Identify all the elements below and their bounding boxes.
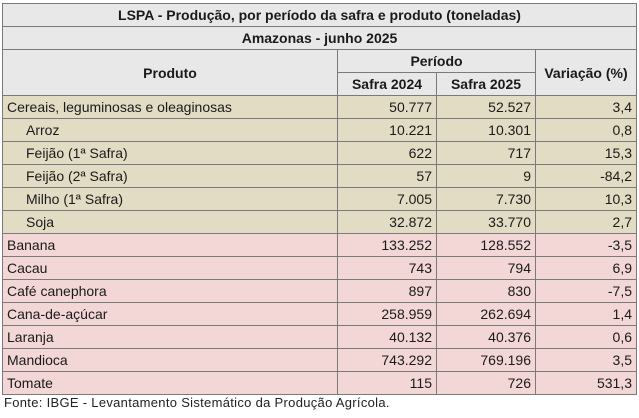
row-variacao: 10,3 (535, 187, 637, 211)
table-row: Cana-de-açúcar 258.959 262.694 1,4 (2, 302, 637, 326)
table-row: Milho (1ª Safra) 7.005 7.730 10,3 (2, 187, 637, 211)
row-safra-2025: 128.552 (436, 233, 536, 257)
row-safra-2025: 830 (436, 279, 536, 303)
row-safra-2024: 133.252 (337, 233, 437, 257)
row-safra-2025: 10.301 (436, 118, 536, 142)
row-variacao: 6,9 (535, 256, 637, 280)
column-header-safra-2025: Safra 2025 (436, 72, 536, 96)
row-produto: Arroz (2, 118, 338, 142)
row-produto: Feijão (1ª Safra) (2, 141, 338, 165)
table-row: Feijão (1ª Safra) 622 717 15,3 (2, 141, 637, 165)
table-title: LSPA - Produção, por período da safra e … (2, 3, 637, 27)
table-row: Tomate 115 726 531,3 (2, 371, 637, 395)
row-safra-2024: 897 (337, 279, 437, 303)
row-produto: Mandioca (2, 348, 338, 372)
row-produto: Café canephora (2, 279, 338, 303)
row-produto: Soja (2, 210, 338, 234)
row-produto: Banana (2, 233, 338, 257)
row-produto: Cacau (2, 256, 338, 280)
row-safra-2025: 794 (436, 256, 536, 280)
column-header-produto: Produto (2, 49, 338, 96)
row-safra-2025: 717 (436, 141, 536, 165)
source-note: Fonte: IBGE - Levantamento Sistemático d… (4, 395, 390, 410)
table-row: Café canephora 897 830 -7,5 (2, 279, 637, 303)
row-safra-2024: 10.221 (337, 118, 437, 142)
column-header-safra-2024: Safra 2024 (337, 72, 437, 96)
row-produto: Cereais, leguminosas e oleaginosas (2, 95, 338, 119)
row-safra-2025: 40.376 (436, 325, 536, 349)
row-safra-2024: 743.292 (337, 348, 437, 372)
row-produto: Laranja (2, 325, 338, 349)
row-variacao: 15,3 (535, 141, 637, 165)
row-produto: Milho (1ª Safra) (2, 187, 338, 211)
row-variacao: -3,5 (535, 233, 637, 257)
table-subtitle: Amazonas - junho 2025 (2, 26, 637, 50)
row-safra-2024: 115 (337, 371, 437, 395)
column-header-variacao: Variação (%) (535, 49, 637, 96)
table-row: Arroz 10.221 10.301 0,8 (2, 118, 637, 142)
row-safra-2025: 9 (436, 164, 536, 188)
row-safra-2024: 57 (337, 164, 437, 188)
row-variacao: 0,8 (535, 118, 637, 142)
row-variacao: 1,4 (535, 302, 637, 326)
table-row: Banana 133.252 128.552 -3,5 (2, 233, 637, 257)
row-safra-2025: 769.196 (436, 348, 536, 372)
row-produto: Tomate (2, 371, 338, 395)
row-safra-2025: 52.527 (436, 95, 536, 119)
row-safra-2024: 32.872 (337, 210, 437, 234)
table-row: Cacau 743 794 6,9 (2, 256, 637, 280)
table-row: Cereais, leguminosas e oleaginosas 50.77… (2, 95, 637, 119)
row-safra-2024: 7.005 (337, 187, 437, 211)
production-table: LSPA - Produção, por período da safra e … (2, 3, 637, 395)
row-produto: Feijão (2ª Safra) (2, 164, 338, 188)
row-safra-2025: 726 (436, 371, 536, 395)
table-row: Soja 32.872 33.770 2,7 (2, 210, 637, 234)
row-safra-2024: 40.132 (337, 325, 437, 349)
row-safra-2024: 743 (337, 256, 437, 280)
row-safra-2024: 258.959 (337, 302, 437, 326)
row-safra-2024: 50.777 (337, 95, 437, 119)
row-safra-2024: 622 (337, 141, 437, 165)
row-variacao: -84,2 (535, 164, 637, 188)
row-produto: Cana-de-açúcar (2, 302, 338, 326)
row-variacao: 2,7 (535, 210, 637, 234)
row-variacao: 531,3 (535, 371, 637, 395)
table-row: Mandioca 743.292 769.196 3,5 (2, 348, 637, 372)
row-variacao: 3,4 (535, 95, 637, 119)
column-header-periodo: Período (337, 49, 536, 73)
table-row: Feijão (2ª Safra) 57 9 -84,2 (2, 164, 637, 188)
row-variacao: -7,5 (535, 279, 637, 303)
row-variacao: 0,6 (535, 325, 637, 349)
row-safra-2025: 33.770 (436, 210, 536, 234)
table-row: Laranja 40.132 40.376 0,6 (2, 325, 637, 349)
row-safra-2025: 7.730 (436, 187, 536, 211)
row-variacao: 3,5 (535, 348, 637, 372)
row-safra-2025: 262.694 (436, 302, 536, 326)
